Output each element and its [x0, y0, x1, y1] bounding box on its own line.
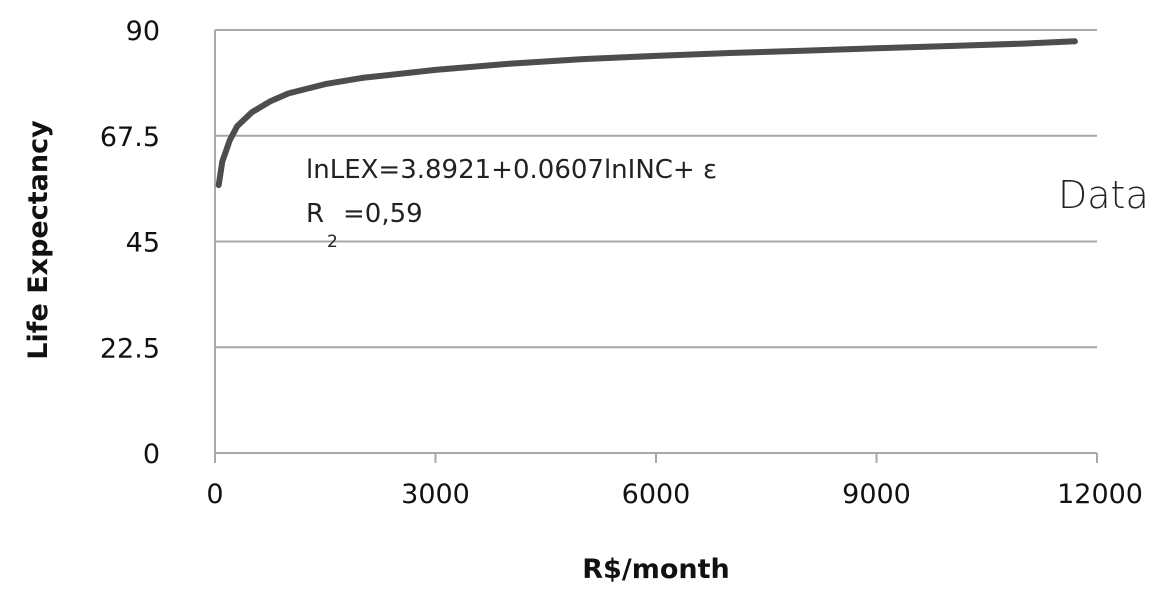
r2-value: =0,59 — [343, 199, 423, 229]
r2-label: R — [306, 199, 324, 229]
y-axis-title: Life Expectancy — [23, 120, 54, 360]
series-line-0 — [215, 38, 1078, 189]
y-tick-label-1: 22.5 — [100, 333, 160, 364]
x-tick-label-1: 3000 — [401, 479, 470, 510]
x-axis-ticks: 0 3000 6000 9000 12000 — [206, 453, 1143, 510]
x-tick-label-4: 12000 — [1057, 479, 1143, 510]
y-tick-label-3: 67.5 — [100, 122, 160, 153]
x-axis-title: R$/month — [582, 554, 729, 585]
y-tick-label-2: 45 — [126, 228, 160, 259]
x-tick-label-2: 6000 — [622, 479, 691, 510]
side-text: Data — [1058, 173, 1149, 217]
y-tick-label-0: 0 — [143, 439, 160, 470]
equation-annotation: lnLEX=3.8921+0.0607lnINC+ ε — [306, 155, 717, 185]
series-layer — [215, 38, 1078, 189]
y-tick-label-4: 90 — [126, 16, 160, 47]
y-axis-ticks: 0 22.5 45 67.5 90 — [100, 16, 160, 470]
r2-subscript: 2 — [327, 232, 338, 252]
x-tick-label-3: 9000 — [842, 479, 911, 510]
x-tick-label-0: 0 — [206, 479, 223, 510]
gridlines — [215, 29, 1097, 349]
